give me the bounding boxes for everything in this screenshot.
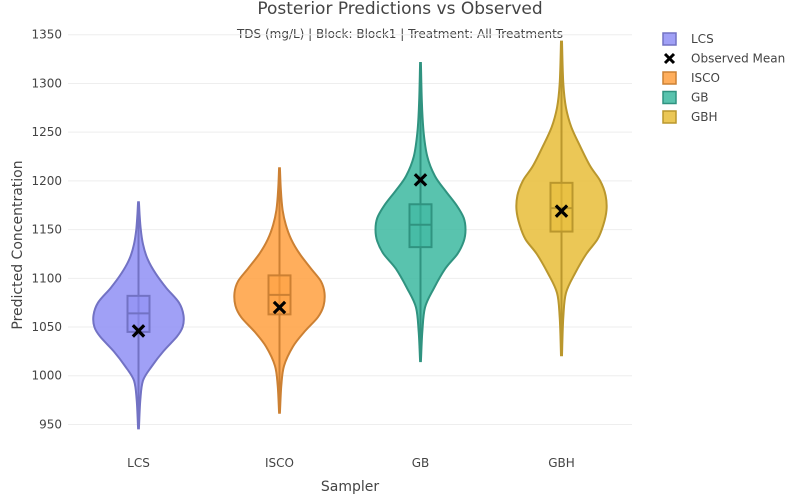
x-tick-gb: GB — [412, 456, 430, 470]
x-tick-lcs: LCS — [127, 456, 150, 470]
legend-swatch-gb — [662, 90, 677, 105]
legend-label-gb: GB — [691, 91, 709, 105]
x-tick-isco: ISCO — [265, 456, 294, 470]
x-tick-labels: LCS ISCO GB GBH — [127, 456, 575, 470]
y-axis-title: Predicted Concentration — [10, 160, 26, 329]
legend-item-lcs: LCS — [662, 32, 714, 46]
observed-mean-stroke-b — [131, 324, 146, 338]
y-tick-1100: 1100 — [31, 271, 62, 285]
legend-swatch-isco — [662, 71, 677, 85]
observed-mean-stroke-b — [413, 173, 428, 187]
observed-mean-stroke-b — [554, 204, 569, 218]
legend-label-gbh: GBH — [691, 110, 718, 124]
y-tick-1300: 1300 — [31, 76, 62, 90]
observed-mean-lcs — [131, 324, 146, 338]
chart-title: Posterior Predictions vs Observed — [257, 0, 542, 19]
legend: LCS Observed Mean ISCO GB GBH — [662, 32, 785, 124]
y-tick-950: 950 — [39, 417, 62, 431]
legend-item-gbh: GBH — [662, 110, 718, 124]
legend-item-isco: ISCO — [662, 71, 720, 85]
observed-mean-stroke-b — [272, 300, 287, 315]
legend-item-gb: GB — [662, 90, 709, 105]
violins — [92, 40, 608, 430]
y-tick-1250: 1250 — [31, 125, 62, 139]
violin-group-lcs — [92, 201, 185, 430]
legend-label-observed-mean: Observed Mean — [691, 52, 785, 66]
y-tick-1000: 1000 — [31, 369, 62, 383]
y-tick-1150: 1150 — [31, 223, 62, 237]
legend-label-isco: ISCO — [691, 71, 720, 85]
legend-item-observed-mean: Observed Mean — [663, 52, 785, 66]
x-axis-title: Sampler — [321, 479, 379, 494]
y-tick-labels: 950 1000 1050 1100 1150 1200 1250 1300 1350 — [31, 28, 62, 432]
observed-mean-isco — [272, 300, 287, 315]
y-tick-1350: 1350 — [31, 28, 62, 42]
violin-group-gb — [374, 62, 467, 363]
observed-mean-gb — [413, 173, 428, 187]
x-tick-gbh: GBH — [548, 456, 575, 470]
legend-swatch-gbh — [662, 110, 677, 124]
legend-marker-b — [663, 52, 676, 65]
observed-mean-gbh — [554, 204, 569, 218]
chart-subtitle: TDS (mg/L) | Block: Block1 | Treatment: … — [236, 27, 563, 41]
y-tick-1050: 1050 — [31, 320, 62, 334]
violin-group-isco — [233, 167, 326, 414]
violin-group-gbh — [515, 40, 608, 357]
legend-label-lcs: LCS — [691, 32, 714, 46]
legend-swatch-lcs — [662, 32, 677, 46]
y-tick-1200: 1200 — [31, 174, 62, 188]
